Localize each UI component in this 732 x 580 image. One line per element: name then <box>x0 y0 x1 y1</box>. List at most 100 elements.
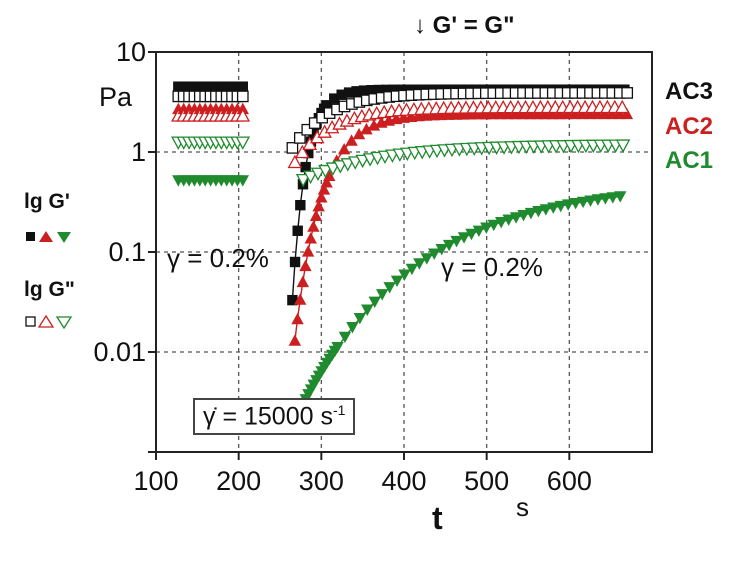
y-tick-label: 0.01 <box>93 337 146 367</box>
data-point-g-prime <box>353 313 367 325</box>
data-point-g-prime <box>561 199 575 211</box>
data-point-g-prime <box>308 126 319 138</box>
data-point-g-double-prime <box>303 170 318 185</box>
data-point-g-prime <box>210 81 222 92</box>
data-point-g-double-prime <box>302 136 318 151</box>
data-point-g-prime <box>428 248 441 260</box>
data-point-g-prime <box>343 87 355 98</box>
data-point-g-prime <box>532 206 545 218</box>
data-point-g-prime <box>352 127 366 140</box>
data-point-g-prime <box>320 176 333 188</box>
data-point-g-prime <box>178 81 189 92</box>
series-layer <box>171 81 634 411</box>
data-point-g-prime <box>569 198 582 210</box>
series-ac3 <box>172 81 634 306</box>
data-point-g-prime <box>303 147 314 159</box>
data-point-g-prime <box>584 195 597 207</box>
data-point-g-prime <box>221 81 232 92</box>
x-tick-label: 600 <box>547 466 592 496</box>
data-point-g-prime <box>331 341 344 354</box>
data-point-g-prime <box>189 81 200 92</box>
data-point-g-prime <box>390 275 404 288</box>
data-point-g-prime <box>336 89 347 100</box>
data-point-g-prime <box>287 294 298 306</box>
data-point-g-prime <box>292 225 303 236</box>
data-point-g-prime <box>293 293 307 305</box>
data-point-g-prime <box>395 84 407 95</box>
legend-title-g-prime: lg G' <box>24 190 70 213</box>
data-point-g-prime <box>309 209 323 222</box>
series-ac2 <box>171 99 634 346</box>
axis-ticks: 100 200 300 400 500 600 10 1 0.1 0.01 <box>93 37 591 496</box>
data-point-g-double-prime <box>293 132 306 144</box>
data-point-g-prime <box>620 107 634 120</box>
data-point-g-prime <box>183 81 195 92</box>
data-point-g-prime <box>375 289 389 301</box>
data-point-g-prime <box>381 84 392 96</box>
data-point-g-double-prime <box>287 154 303 169</box>
data-point-g-prime <box>345 134 358 146</box>
legend-symbols-g-prime <box>24 229 94 245</box>
legend-ac1-open-triangle-down-icon <box>55 316 73 330</box>
data-point-g-prime <box>373 84 385 96</box>
data-point-g-prime <box>358 85 370 96</box>
data-point-g-double-prime <box>333 160 348 174</box>
data-point-g-prime <box>388 84 399 95</box>
x-axis-label: t <box>432 500 443 536</box>
data-point-g-prime <box>517 209 530 222</box>
data-point-g-prime <box>216 81 227 92</box>
data-point-g-prime <box>413 258 426 270</box>
series-label-ac1: AC1 <box>665 147 714 174</box>
data-point-g-prime <box>398 269 411 281</box>
data-point-g-prime <box>232 81 243 92</box>
data-point-g-prime <box>360 122 373 135</box>
data-point-g-prime <box>502 214 515 226</box>
data-point-g-double-prime <box>310 167 326 182</box>
x-tick-label: 200 <box>216 466 261 496</box>
legend-symbols-g-double-prime <box>24 314 94 330</box>
data-point-g-prime <box>351 86 362 97</box>
data-point-g-double-prime <box>615 139 631 153</box>
data-point-g-double-prime <box>318 164 333 179</box>
data-point-g-double-prime <box>235 108 251 122</box>
data-point-g-prime <box>606 192 620 204</box>
data-point-g-prime <box>554 200 567 213</box>
data-point-g-prime <box>295 199 306 211</box>
data-point-g-double-prime <box>235 136 251 150</box>
y-tick-label: 10 <box>116 37 146 67</box>
data-point-g-prime <box>547 202 560 214</box>
data-point-g-double-prime <box>301 123 314 136</box>
data-point-g-prime <box>337 142 351 155</box>
data-point-g-double-prime <box>295 173 311 188</box>
legend-ac1-filled-triangle-down-icon <box>57 232 71 243</box>
data-point-g-prime <box>236 175 249 187</box>
data-point-g-prime <box>435 244 448 256</box>
data-point-g-prime <box>495 217 508 229</box>
data-point-g-prime <box>173 81 184 92</box>
legend-filled-markers <box>26 231 71 243</box>
legend-ac2-open-triangle-icon <box>37 314 55 328</box>
legend-title-g-double-prime: lg G" <box>24 278 75 301</box>
data-point-g-double-prime <box>286 142 299 154</box>
data-point-g-prime <box>361 304 374 316</box>
data-point-g-prime <box>291 312 304 325</box>
data-point-g-prime <box>487 219 500 232</box>
y-tick-label: 1 <box>131 137 146 167</box>
data-point-g-double-prime <box>621 87 634 99</box>
data-point-g-prime <box>317 183 331 195</box>
data-point-g-prime <box>472 225 486 237</box>
data-point-g-prime <box>199 81 211 92</box>
x-tick-label: 300 <box>299 466 344 496</box>
data-point-g-prime <box>465 228 478 241</box>
legend-open-markers <box>25 314 73 330</box>
data-point-g-prime <box>576 196 590 209</box>
y-axis-unit: Pa <box>99 82 133 112</box>
data-point-g-prime <box>480 222 493 234</box>
x-tick-label: 500 <box>464 466 509 496</box>
data-point-g-prime <box>194 81 206 92</box>
data-point-g-double-prime <box>236 90 249 103</box>
data-point-g-prime <box>323 169 336 181</box>
data-point-g-prime <box>509 212 523 224</box>
data-point-g-prime <box>300 161 311 173</box>
